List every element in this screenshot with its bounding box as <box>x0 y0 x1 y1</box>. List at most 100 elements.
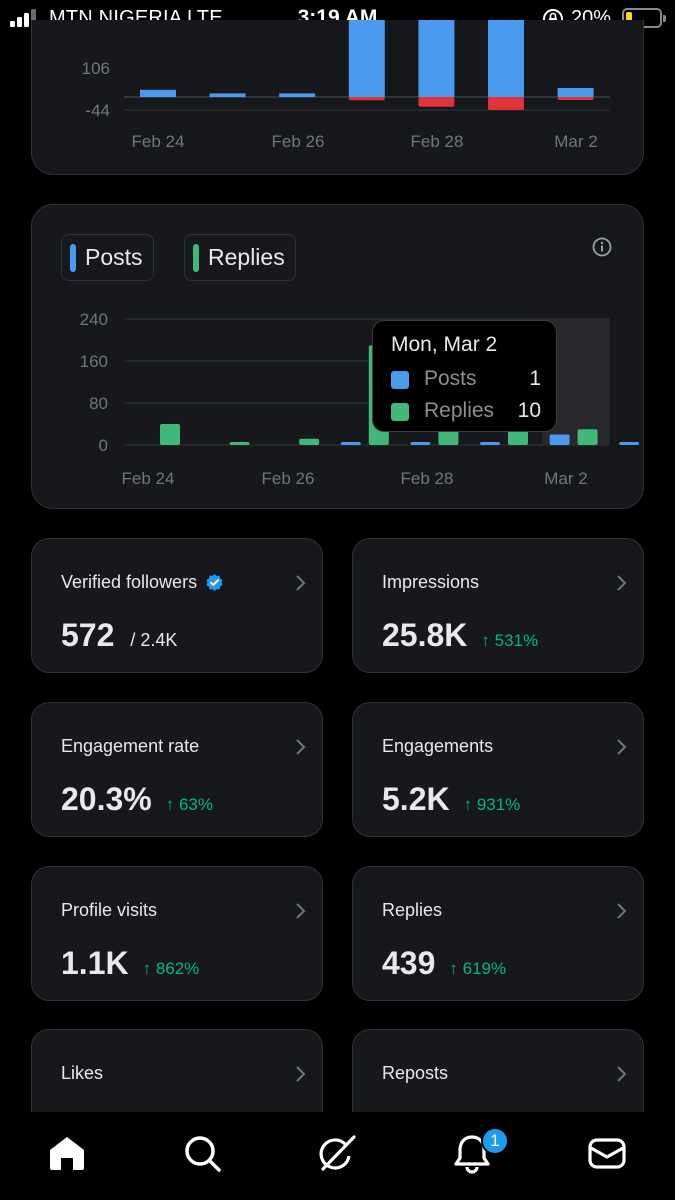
chevron-right-icon <box>617 1066 627 1082</box>
tile-value-row: 439 ↑ 619% <box>382 945 506 982</box>
tile-label: Likes <box>61 1063 104 1083</box>
positive-bar <box>209 93 246 97</box>
x-tick-label: Mar 2 <box>544 469 587 488</box>
y-tick-label: 0 <box>99 436 108 455</box>
grok-icon[interactable] <box>316 1132 358 1174</box>
replies-swatch <box>193 243 199 272</box>
posts-bar <box>480 442 500 445</box>
chevron-right-icon <box>617 903 627 919</box>
tile-label: Engagements <box>382 736 494 756</box>
chevron-right-icon <box>617 575 627 591</box>
tile-delta: ↑ 63% <box>165 795 213 814</box>
positive-bar <box>418 20 455 97</box>
tile-delta: ↑ 862% <box>142 959 200 978</box>
tile-impressions[interactable]: Impressions 25.8K ↑ 531% <box>352 538 644 673</box>
tile-label: Verified followers <box>61 572 224 593</box>
tooltip-title: Mon, Mar 2 <box>391 333 498 356</box>
tooltip-posts-label: Posts <box>424 367 477 390</box>
positive-bar <box>557 88 594 97</box>
impressions-chart[interactable]: 106 -44 Feb 24 Feb 26 Feb 28 Mar 2 <box>32 20 645 175</box>
replies-bar <box>299 438 320 445</box>
x-tick-label: Mar 2 <box>554 132 597 151</box>
tile-value: 572 <box>61 617 115 653</box>
y-tick-label: 240 <box>80 310 108 329</box>
posts-bar <box>619 442 640 445</box>
x-tick-label: Feb 24 <box>132 132 185 151</box>
home-icon[interactable] <box>46 1132 88 1174</box>
chevron-right-icon <box>296 575 306 591</box>
negative-bar <box>488 97 524 110</box>
notifications-icon[interactable] <box>451 1132 493 1174</box>
legend-replies[interactable]: Replies <box>184 234 296 281</box>
positive-bar <box>488 20 524 97</box>
tile-label: Impressions <box>382 572 480 592</box>
replies-bar <box>229 442 250 445</box>
tile-value: 5.2K <box>382 781 450 817</box>
tile-delta: ↑ 619% <box>449 959 507 978</box>
chevron-right-icon <box>296 1066 306 1082</box>
tile-value: 20.3% <box>61 781 152 817</box>
y-tick-label: 80 <box>89 394 108 413</box>
replies-bar <box>160 424 180 445</box>
tile-value: 439 <box>382 945 436 981</box>
tile-label: Engagement rate <box>61 736 200 756</box>
x-tick-label: Feb 26 <box>272 132 325 151</box>
y-tick-label: -44 <box>85 101 110 120</box>
tile-replies[interactable]: Replies 439 ↑ 619% <box>352 866 644 1001</box>
negative-bar <box>557 97 594 100</box>
tile-sub: / 2.4K <box>130 630 178 650</box>
verified-badge-icon <box>206 573 223 592</box>
tile-engagements[interactable]: Engagements 5.2K ↑ 931% <box>352 702 644 837</box>
tooltip-row-posts: Posts 1 <box>391 367 541 393</box>
tile-value-row: 1.1K ↑ 862% <box>61 945 199 982</box>
posts-bar <box>410 442 431 445</box>
positive-bar <box>279 93 316 97</box>
x-tick-label: Feb 28 <box>401 469 454 488</box>
chevron-right-icon <box>296 739 306 755</box>
positive-bar <box>140 89 176 97</box>
posts-bar <box>549 434 570 445</box>
x-tick-label: Feb 24 <box>122 469 175 488</box>
impressions-chart-card: 106 -44 Feb 24 Feb 26 Feb 28 Mar 2 <box>31 20 644 175</box>
x-tick-label: Feb 26 <box>262 469 315 488</box>
messages-icon[interactable] <box>586 1132 628 1174</box>
tooltip-replies-value: 10 <box>517 399 541 422</box>
legend-replies-label: Replies <box>208 244 285 270</box>
tile-value-row: 25.8K ↑ 531% <box>382 617 538 654</box>
chevron-right-icon <box>296 903 306 919</box>
legend-posts-label: Posts <box>85 244 143 270</box>
chart-tooltip: Mon, Mar 2 Posts 1 Replies 10 <box>372 320 557 432</box>
tile-value-row: 572 / 2.4K <box>61 617 177 654</box>
tile-label: Profile visits <box>61 900 158 920</box>
chevron-right-icon <box>617 739 627 755</box>
tile-delta: ↑ 531% <box>481 631 539 650</box>
replies-swatch <box>391 403 409 421</box>
tile-value-row: 5.2K ↑ 931% <box>382 781 520 818</box>
tile-engagement-rate[interactable]: Engagement rate 20.3% ↑ 63% <box>31 702 323 837</box>
posts-bar <box>340 442 361 445</box>
info-icon[interactable] <box>591 236 613 258</box>
legend-posts[interactable]: Posts <box>61 234 154 281</box>
tile-value: 25.8K <box>382 617 468 653</box>
tile-label-text: Verified followers <box>61 572 198 592</box>
negative-bar <box>418 97 455 107</box>
tile-value: 1.1K <box>61 945 129 981</box>
tooltip-posts-value: 1 <box>529 367 541 390</box>
positive-bar <box>348 20 385 97</box>
tile-profile-visits[interactable]: Profile visits 1.1K ↑ 862% <box>31 866 323 1001</box>
negative-bar <box>348 97 385 101</box>
tile-value-row: 20.3% ↑ 63% <box>61 781 213 818</box>
signal-icon <box>10 9 44 27</box>
tooltip-replies-label: Replies <box>424 399 495 422</box>
posts-swatch <box>391 371 409 389</box>
notification-count-badge: 1 <box>481 1127 509 1155</box>
tile-verified-followers[interactable]: Verified followers 572 / 2.4K <box>31 538 323 673</box>
search-icon[interactable] <box>181 1132 223 1174</box>
replies-bar <box>577 429 598 445</box>
y-tick-label: 160 <box>80 352 108 371</box>
x-tick-label: Feb 28 <box>411 132 464 151</box>
tile-delta: ↑ 931% <box>463 795 521 814</box>
tile-label: Reposts <box>382 1063 449 1083</box>
tooltip-row-replies: Replies 10 <box>391 399 541 425</box>
tile-label: Replies <box>382 900 443 920</box>
